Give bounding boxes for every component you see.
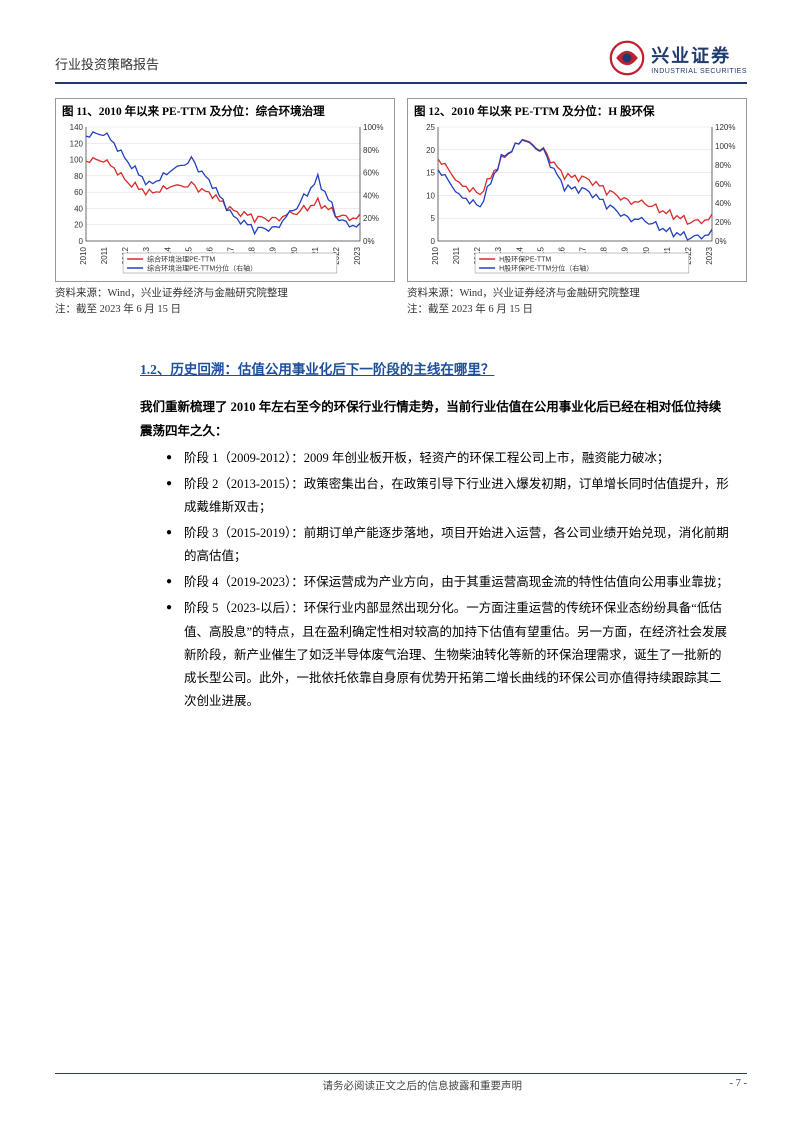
svg-text:2023: 2023 — [353, 246, 362, 264]
logo-icon — [609, 40, 645, 76]
svg-text:0: 0 — [79, 237, 84, 246]
chart-12-block: 图 12、2010 年以来 PE-TTM 及分位：H 股环保 051015202… — [407, 98, 747, 282]
svg-text:20: 20 — [426, 146, 435, 155]
phase-list: 阶段 1（2009-2012）：2009 年创业板开板，轻资产的环保工程公司上市… — [140, 447, 732, 713]
svg-text:80: 80 — [74, 172, 83, 181]
svg-text:2011: 2011 — [452, 246, 461, 264]
charts-row: 图 11、2010 年以来 PE-TTM 及分位：综合环境治理 0 20 40 60 8… — [55, 98, 747, 282]
chart-11-block: 图 11、2010 年以来 PE-TTM 及分位：综合环境治理 0 20 40 60 8… — [55, 98, 395, 282]
svg-text:2010: 2010 — [79, 246, 88, 264]
phase-item: 阶段 4（2019-2023）：环保运营成为产业方向，由于其重运营高现金流的特性… — [166, 571, 732, 594]
phase-item: 阶段 1（2009-2012）：2009 年创业板开板，轻资产的环保工程公司上市… — [166, 447, 732, 470]
svg-text:H股环保PE-TTM: H股环保PE-TTM — [499, 255, 551, 264]
body-text: 1.2、历史回溯：估值公用事业化后下一阶段的主线在哪里？ 我们重新梳理了 201… — [140, 358, 732, 714]
footer-disclaimer: 请务必阅读正文之后的信息披露和重要声明 — [115, 1078, 730, 1093]
chart-12-source: 资料来源：Wind，兴业证券经济与金融研究院整理 注：截至 2023 年 6 月… — [407, 282, 747, 318]
svg-text:0: 0 — [431, 237, 436, 246]
svg-text:100%: 100% — [363, 123, 383, 132]
svg-text:100%: 100% — [715, 142, 735, 151]
chart-11-source: 资料来源：Wind，兴业证券经济与金融研究院整理 注：截至 2023 年 6 月… — [55, 282, 395, 318]
svg-text:H股环保PE-TTM分位（右轴）: H股环保PE-TTM分位（右轴） — [499, 264, 593, 273]
chart-12-canvas: 0 5 10 15 20 25 0% 20% 40% 60% 80% 100% 120% 2010 2011… — [408, 121, 746, 281]
svg-text:10: 10 — [426, 191, 435, 200]
svg-text:25: 25 — [426, 123, 435, 132]
svg-text:80%: 80% — [363, 146, 379, 155]
svg-text:40%: 40% — [363, 191, 379, 200]
chart-11-note-line: 注：截至 2023 年 6 月 15 日 — [55, 302, 395, 318]
page-footer: 请务必阅读正文之后的信息披露和重要声明 - 7 - — [55, 1073, 747, 1093]
svg-text:80%: 80% — [715, 161, 731, 170]
chart-12-title: 图 12、2010 年以来 PE-TTM 及分位：H 股环保 — [408, 99, 746, 121]
svg-text:0%: 0% — [363, 237, 375, 246]
footer-page-num: - 7 - — [730, 1078, 748, 1093]
company-logo: 兴业证券 INDUSTRIAL SECURITIES — [609, 40, 747, 76]
svg-text:综合环境治理PE-TTM分位（右轴）: 综合环境治理PE-TTM分位（右轴） — [147, 264, 257, 273]
chart-12-note-line: 注：截至 2023 年 6 月 15 日 — [407, 302, 747, 318]
section-heading: 1.2、历史回溯：估值公用事业化后下一阶段的主线在哪里？ — [140, 358, 732, 383]
svg-text:40%: 40% — [715, 199, 731, 208]
logo-text-en: INDUSTRIAL SECURITIES — [651, 68, 747, 75]
svg-text:60%: 60% — [363, 169, 379, 178]
svg-text:140: 140 — [70, 123, 84, 132]
chart-11-canvas: 0 20 40 60 80 100 120 140 0% 20% 40% 60% 80% 100% 2010… — [56, 121, 394, 281]
svg-text:2010: 2010 — [431, 246, 440, 264]
svg-text:20%: 20% — [715, 218, 731, 227]
svg-text:100: 100 — [70, 156, 84, 165]
phase-item: 阶段 3（2015-2019）：前期订单产能逐步落地，项目开始进入运营，各公司业… — [166, 522, 732, 568]
page-header: 行业投资策略报告 兴业证券 INDUSTRIAL SECURITIES — [55, 40, 747, 84]
chart-12-source-line: 资料来源：Wind，兴业证券经济与金融研究院整理 — [407, 286, 747, 302]
phase-item: 阶段 5（2023-以后）：环保行业内部显然出现分化。一方面注重运营的传统环保业… — [166, 597, 732, 713]
svg-text:60%: 60% — [715, 180, 731, 189]
chart-11-source-line: 资料来源：Wind，兴业证券经济与金融研究院整理 — [55, 286, 395, 302]
svg-text:120: 120 — [70, 139, 84, 148]
chart-sources: 资料来源：Wind，兴业证券经济与金融研究院整理 注：截至 2023 年 6 月… — [55, 282, 747, 318]
svg-text:15: 15 — [426, 169, 435, 178]
svg-text:20%: 20% — [363, 214, 379, 223]
phase-item: 阶段 2（2013-2015）：政策密集出台，在政策引导下行业进入爆发初期，订单… — [166, 473, 732, 519]
svg-text:2011: 2011 — [100, 246, 109, 264]
svg-text:0%: 0% — [715, 237, 727, 246]
logo-text-cn: 兴业证券 — [651, 42, 747, 68]
svg-text:综合环境治理PE-TTM: 综合环境治理PE-TTM — [147, 255, 215, 264]
svg-text:2023: 2023 — [705, 246, 714, 264]
svg-text:5: 5 — [431, 214, 436, 223]
svg-text:40: 40 — [74, 204, 83, 213]
intro-paragraph: 我们重新梳理了 2010 年左右至今的环保行业行情走势，当前行业估值在公用事业化… — [140, 396, 732, 442]
svg-text:20: 20 — [74, 221, 83, 230]
svg-text:60: 60 — [74, 188, 83, 197]
svg-text:120%: 120% — [715, 123, 735, 132]
chart-11-title: 图 11、2010 年以来 PE-TTM 及分位：综合环境治理 — [56, 99, 394, 121]
doc-category: 行业投资策略报告 — [55, 40, 159, 73]
